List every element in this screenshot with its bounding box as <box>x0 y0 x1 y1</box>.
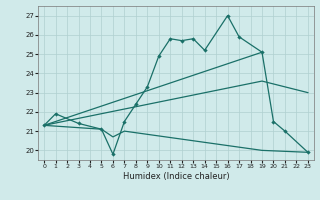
X-axis label: Humidex (Indice chaleur): Humidex (Indice chaleur) <box>123 172 229 181</box>
